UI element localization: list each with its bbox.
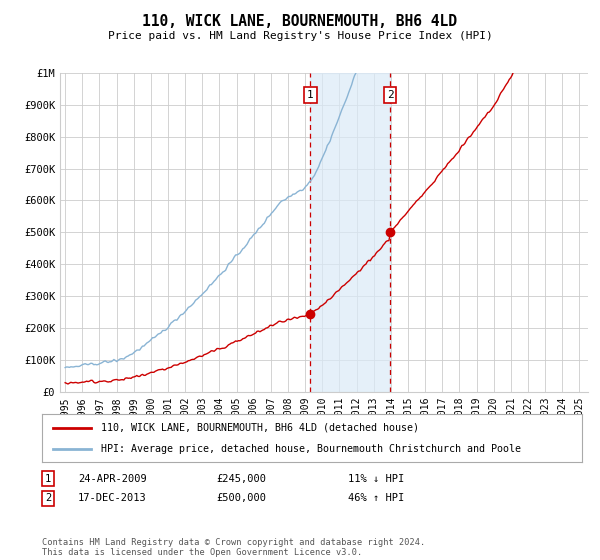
Text: 24-APR-2009: 24-APR-2009 bbox=[78, 474, 147, 484]
Text: 46% ↑ HPI: 46% ↑ HPI bbox=[348, 493, 404, 503]
Bar bbox=[310, 73, 390, 392]
Text: 1: 1 bbox=[45, 474, 51, 484]
Text: 17-DEC-2013: 17-DEC-2013 bbox=[78, 493, 147, 503]
Text: 110, WICK LANE, BOURNEMOUTH, BH6 4LD: 110, WICK LANE, BOURNEMOUTH, BH6 4LD bbox=[143, 14, 458, 29]
Text: Price paid vs. HM Land Registry's House Price Index (HPI): Price paid vs. HM Land Registry's House … bbox=[107, 31, 493, 41]
Text: 1: 1 bbox=[307, 90, 314, 100]
Text: £500,000: £500,000 bbox=[216, 493, 266, 503]
Text: 110, WICK LANE, BOURNEMOUTH, BH6 4LD (detached house): 110, WICK LANE, BOURNEMOUTH, BH6 4LD (de… bbox=[101, 423, 419, 433]
Text: 2: 2 bbox=[45, 493, 51, 503]
Text: Contains HM Land Registry data © Crown copyright and database right 2024.
This d: Contains HM Land Registry data © Crown c… bbox=[42, 538, 425, 557]
Text: HPI: Average price, detached house, Bournemouth Christchurch and Poole: HPI: Average price, detached house, Bour… bbox=[101, 444, 521, 454]
Text: 11% ↓ HPI: 11% ↓ HPI bbox=[348, 474, 404, 484]
Text: £245,000: £245,000 bbox=[216, 474, 266, 484]
Text: 2: 2 bbox=[387, 90, 394, 100]
